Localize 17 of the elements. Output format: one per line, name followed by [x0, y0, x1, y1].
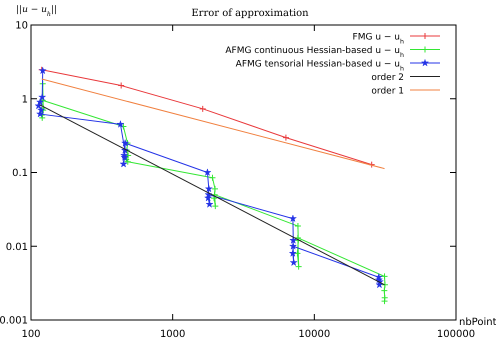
legend-label: FMG u − u$_{h}$: [352, 32, 404, 45]
legend-label: order 2: [371, 73, 404, 83]
x-tick-label: 10000: [298, 329, 330, 340]
y-tick-label: 10: [15, 20, 28, 32]
legend-label: AFMG tensorial Hessian-based u − u$_{h}$: [236, 60, 404, 72]
y-tick-label: 0.1: [12, 168, 28, 179]
x-tick-label: 1000: [160, 329, 186, 340]
x-axis-title: nbPoint: [459, 317, 496, 328]
chart-title: Error of approximation: [191, 8, 310, 19]
y-axis-title: ||u − u$_{h}$||: [16, 5, 58, 18]
x-tick-label: 100: [21, 329, 41, 340]
legend-label: AFMG continuous Hessian-based u − u$_{h}$: [225, 46, 404, 58]
y-tick-label: 1: [22, 94, 28, 106]
y-tick-label: 0.001: [0, 316, 28, 326]
x-tick-label: 100000: [436, 329, 476, 340]
y-tick-label: 0.01: [6, 242, 28, 253]
legend-label: order 1: [371, 86, 404, 96]
